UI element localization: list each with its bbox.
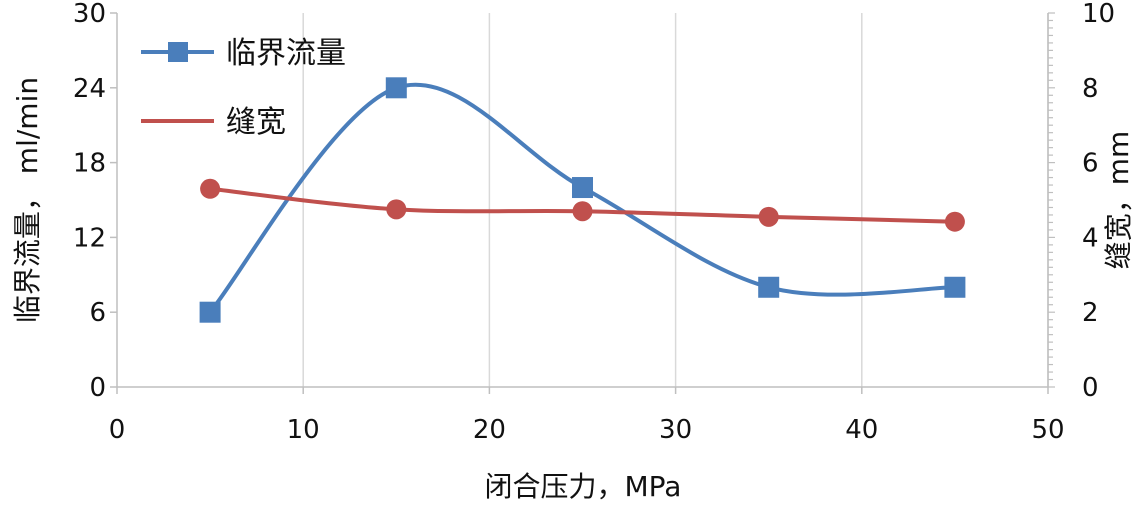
data-point-circle xyxy=(200,178,221,199)
x-tick-label: 0 xyxy=(109,415,126,445)
legend-label: 临界流量 xyxy=(226,36,346,71)
legend-label: 缝宽 xyxy=(226,105,286,140)
data-point-square xyxy=(758,276,780,298)
data-point-square xyxy=(944,276,966,298)
data-point-circle xyxy=(758,206,779,227)
data-point-square xyxy=(385,77,407,99)
series-layer xyxy=(199,77,966,323)
x-tick-label: 10 xyxy=(287,415,320,445)
left-y-tick-label: 6 xyxy=(89,298,106,328)
right-y-tick-label: 8 xyxy=(1082,74,1099,104)
right-y-tick-labels: 0 2 4 6 8 10 xyxy=(1082,0,1115,403)
right-y-tick-label: 10 xyxy=(1082,0,1115,29)
left-y-axis-title: 临界流量， ml/min xyxy=(11,77,44,323)
data-point-square xyxy=(199,301,221,323)
right-y-tick-label: 4 xyxy=(1082,223,1099,253)
axes xyxy=(110,12,1055,394)
left-y-tick-label: 12 xyxy=(73,223,106,253)
right-y-tick-label: 0 xyxy=(1082,373,1099,403)
left-y-tick-label: 24 xyxy=(73,74,106,104)
data-point-circle xyxy=(572,201,593,222)
x-tick-label: 40 xyxy=(845,415,878,445)
data-point-circle xyxy=(944,211,965,232)
series-line xyxy=(208,82,955,314)
series-2 xyxy=(200,178,965,232)
right-y-tick-label: 6 xyxy=(1082,149,1099,179)
x-axis-title: 闭合压力，MPa xyxy=(485,470,682,503)
data-point-square xyxy=(572,177,593,199)
data-point-circle xyxy=(386,199,407,220)
x-tick-label: 30 xyxy=(659,415,692,445)
left-y-tick-labels: 0 6 12 18 24 30 xyxy=(73,0,106,403)
legend-marker-square xyxy=(168,42,188,62)
x-tick-labels: 0 10 20 30 40 50 xyxy=(109,415,1065,445)
left-y-tick-label: 0 xyxy=(89,373,106,403)
left-y-tick-label: 30 xyxy=(73,0,106,29)
right-y-axis-title: 缝宽，mm xyxy=(1102,131,1135,270)
series-1 xyxy=(199,77,966,323)
grid-lines xyxy=(302,13,1049,387)
x-tick-label: 50 xyxy=(1031,415,1064,445)
x-tick-label: 20 xyxy=(473,415,506,445)
right-y-tick-label: 2 xyxy=(1082,298,1099,328)
left-y-tick-label: 18 xyxy=(73,149,106,179)
